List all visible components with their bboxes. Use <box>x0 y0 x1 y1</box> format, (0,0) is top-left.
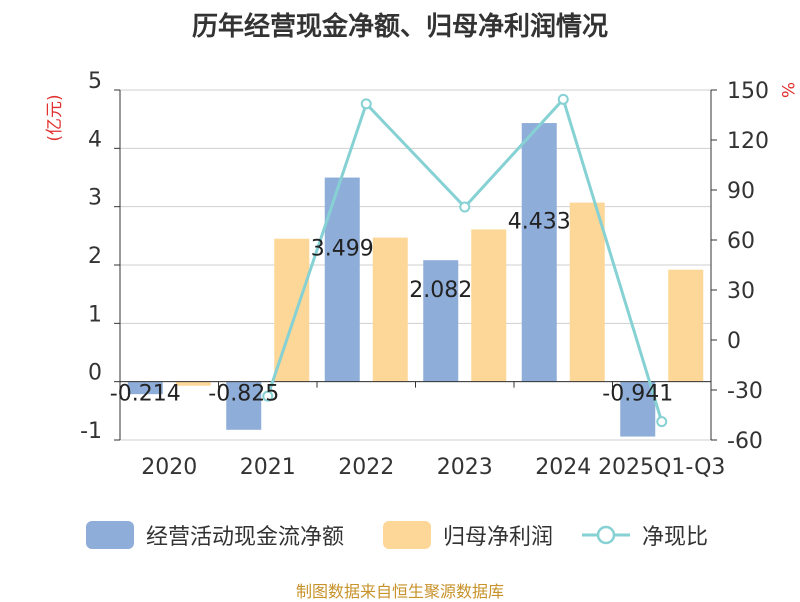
data-labels: -0.214 -0.825 3.499 2.082 4.433 -0.941 <box>110 209 673 406</box>
source-note: 制图数据来自恒生聚源数据库 <box>295 582 504 601</box>
legend-swatch-profit <box>383 521 431 549</box>
data-label-2020: -0.214 <box>110 382 181 407</box>
ratio-point-2021 <box>262 390 274 402</box>
bar-s1-2025Q1-Q3 <box>668 269 704 382</box>
bar-s0-2024 <box>521 123 557 382</box>
legend-item-cashflow[interactable]: 经营活动现金流净额 <box>86 515 344 555</box>
legend-item-ratio[interactable]: 净现比 <box>582 515 708 555</box>
right-tick-label-4: 60 <box>727 229 755 254</box>
right-tick-label-3: 30 <box>727 279 755 304</box>
right-tick-label-2: 0 <box>727 329 741 354</box>
right-axis-unit: % <box>777 82 797 98</box>
ratio-line <box>262 93 668 428</box>
left-tick-label-3: 2 <box>88 244 102 269</box>
data-label-2025Q1-Q3: -0.941 <box>602 382 673 407</box>
chart-title: 历年经营现金净额、归母净利润情况 <box>191 12 608 42</box>
x-tick-label-5: 2025Q1-Q3 <box>598 455 725 480</box>
bar-s1-2023 <box>471 229 507 382</box>
data-label-2023: 2.082 <box>409 278 472 303</box>
x-tick-label-4: 2024 <box>535 455 591 480</box>
left-tick-label-0: -1 <box>80 419 102 444</box>
ratio-point-2022 <box>360 98 372 110</box>
bar-s0-2020 <box>127 381 163 395</box>
ratio-point-2024 <box>557 93 569 105</box>
bar-s1-2024 <box>569 202 605 382</box>
left-tick-label-1: 0 <box>88 361 102 386</box>
legend-label-profit: 归母净利润 <box>443 525 554 550</box>
bar-s0-2021 <box>226 381 262 430</box>
data-label-2021: -0.825 <box>208 382 279 407</box>
x-tick-label-0: 2020 <box>141 455 197 480</box>
bar-s1-2020 <box>175 381 211 386</box>
right-tick-label-7: 150 <box>727 79 769 104</box>
left-tick-label-5: 4 <box>88 127 102 152</box>
legend: 经营活动现金流净额 归母净利润 净现比 <box>0 515 800 555</box>
left-tick-label-6: 5 <box>88 69 102 94</box>
bar-s1-2022 <box>372 237 408 382</box>
right-tick-label-5: 90 <box>727 179 755 204</box>
bar-s0-2023 <box>423 260 459 382</box>
legend-swatch-cashflow <box>86 521 134 549</box>
x-tick-label-1: 2021 <box>240 455 296 480</box>
ratio-point-2025Q1-Q3 <box>656 416 668 428</box>
left-tick-label-4: 3 <box>88 186 102 211</box>
bar-s0-2025Q1-Q3 <box>620 381 656 437</box>
x-tick-label-3: 2023 <box>437 455 493 480</box>
data-label-2022: 3.499 <box>311 237 374 262</box>
legend-item-profit[interactable]: 归母净利润 <box>383 515 553 555</box>
legend-label-ratio: 净现比 <box>642 525 709 550</box>
left-tick-label-2: 1 <box>88 302 102 327</box>
right-tick-label-6: 120 <box>727 129 769 154</box>
legend-label-cashflow: 经营活动现金流净额 <box>146 525 345 550</box>
data-label-2024: 4.433 <box>508 209 571 234</box>
axes: -1 0 1 2 3 4 5 -60 -30 0 30 60 90 120 150 2020 2021 2022 2… <box>45 69 797 480</box>
legend-swatch-ratio <box>582 525 630 545</box>
right-tick-label-0: -60 <box>727 429 763 454</box>
bars <box>127 123 704 437</box>
ratio-point-2023 <box>459 201 471 213</box>
x-tick-label-2: 2022 <box>338 455 394 480</box>
right-tick-label-1: -30 <box>727 379 763 404</box>
left-axis-unit: (亿元) <box>45 94 65 141</box>
